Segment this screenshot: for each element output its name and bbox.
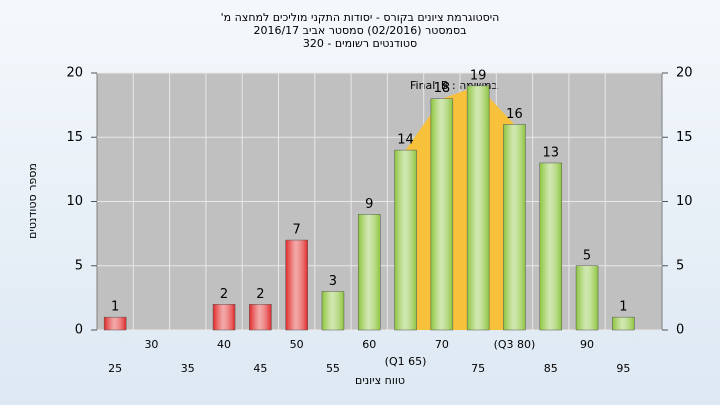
bar <box>612 316 635 331</box>
bar <box>285 239 308 331</box>
x-tick-label: 70 <box>435 338 449 351</box>
bar <box>358 214 381 331</box>
bar <box>575 265 599 331</box>
value-label: 1 <box>111 300 119 315</box>
x-axis-label: טווח ציונים <box>355 374 405 387</box>
value-label: 14 <box>397 133 414 148</box>
x-tick-label: (Q3 80) <box>494 338 536 351</box>
value-label: 18 <box>434 81 451 96</box>
bar <box>394 149 417 331</box>
x-tick-label: 95 <box>616 362 630 375</box>
value-label: 9 <box>365 197 373 212</box>
y-tick-label: 15 <box>66 130 83 145</box>
x-tick-label: 45 <box>253 362 267 375</box>
bar <box>430 98 454 331</box>
x-tick-label: 30 <box>144 338 158 351</box>
bar <box>503 124 526 331</box>
bar <box>539 162 562 331</box>
title-line: בסמסטר (02/2016) סמסטר אביב 2016/17 <box>253 24 466 37</box>
value-label: 19 <box>470 68 487 83</box>
x-tick-label: (Q1 65) <box>385 355 427 368</box>
x-tick-label: 50 <box>290 338 304 351</box>
bar <box>103 316 127 331</box>
y-tick-label: 10 <box>66 194 83 209</box>
x-tick-label: 75 <box>471 362 485 375</box>
x-tick-label: 35 <box>181 362 195 375</box>
title-line: סטודנטים רשומים - 320 <box>303 37 417 50</box>
value-label: 2 <box>220 287 228 302</box>
x-tick-label: 85 <box>544 362 558 375</box>
value-label: 2 <box>256 287 264 302</box>
value-label: 13 <box>542 145 559 160</box>
title-line: היסטוגרמת ציונים בקורס - יסודות התקני מו… <box>221 11 500 24</box>
x-tick-label: 40 <box>217 338 231 351</box>
y2-tick-label: 20 <box>676 66 693 81</box>
x-tick-label: 60 <box>362 338 376 351</box>
bar <box>321 291 345 331</box>
value-label: 5 <box>583 248 591 263</box>
bar <box>212 304 236 331</box>
y-axis-label: מספר סטודנטים <box>26 163 39 239</box>
value-label: 7 <box>293 223 301 238</box>
y-tick-label: 0 <box>75 323 83 338</box>
x-tick-label: 55 <box>326 362 340 375</box>
value-label: 16 <box>506 107 523 122</box>
value-label: 3 <box>329 274 337 289</box>
y2-tick-label: 10 <box>676 194 693 209</box>
bar <box>249 304 272 331</box>
bar <box>466 85 490 331</box>
y-tick-label: 20 <box>66 66 83 81</box>
y2-tick-label: 15 <box>676 130 693 145</box>
y2-tick-label: 0 <box>676 323 684 338</box>
y-tick-label: 5 <box>75 258 83 273</box>
x-tick-label: 25 <box>108 362 122 375</box>
x-tick-label: 90 <box>580 338 594 351</box>
y2-tick-label: 5 <box>676 258 684 273</box>
value-label: 1 <box>619 300 627 315</box>
